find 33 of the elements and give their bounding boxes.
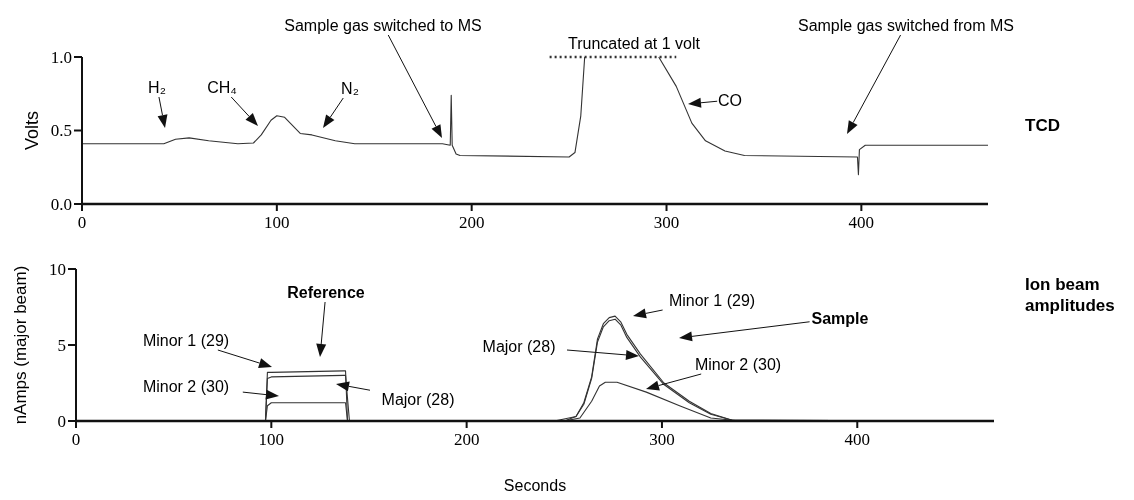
y-tick-label: 0	[57, 411, 66, 431]
x-tick-label: 300	[653, 213, 680, 232]
text: Ion beam amplitudes	[1025, 275, 1115, 315]
annotation: N₂	[341, 79, 359, 97]
annotation: Minor 1 (29)	[668, 291, 756, 309]
x-tick-label: 0	[77, 213, 87, 232]
y-tick-label: 0.5	[50, 121, 72, 141]
text: TCD	[1025, 116, 1060, 135]
annotation: Minor 2 (30)	[694, 355, 782, 373]
annotation: Sample	[811, 309, 869, 327]
annotation: Minor 1 (29)	[142, 331, 230, 349]
text: Truncated at 1 volt	[568, 34, 701, 52]
x-tick-label: 100	[264, 213, 290, 232]
annotation: Major (28)	[482, 337, 556, 355]
annotation: Reference	[287, 283, 365, 301]
y-tick-label: 1.0	[50, 47, 72, 67]
annotation: H₂	[148, 78, 166, 96]
y-tick-label: 10	[49, 259, 66, 279]
x-tick-label: 200	[453, 430, 480, 449]
y-tick-label: 0.0	[50, 194, 72, 214]
y-axis-title: Volts	[22, 110, 42, 151]
text: Sample gas switched from MS	[797, 16, 1015, 34]
x-tick-label: 200	[458, 213, 485, 232]
y-axis-title: nAmps (major beam)	[11, 265, 30, 425]
x-tick-label: 100	[258, 430, 285, 449]
x-axis-title: Seconds	[503, 477, 567, 494]
y-tick-label: 5	[57, 335, 66, 355]
annotation: CO	[718, 91, 742, 109]
annotation: CH₄	[207, 78, 237, 96]
x-tick-label: 400	[844, 430, 871, 449]
text: Sample gas switched to MS	[284, 16, 482, 34]
x-tick-label: 300	[649, 430, 675, 449]
x-tick-label: 400	[848, 213, 875, 232]
